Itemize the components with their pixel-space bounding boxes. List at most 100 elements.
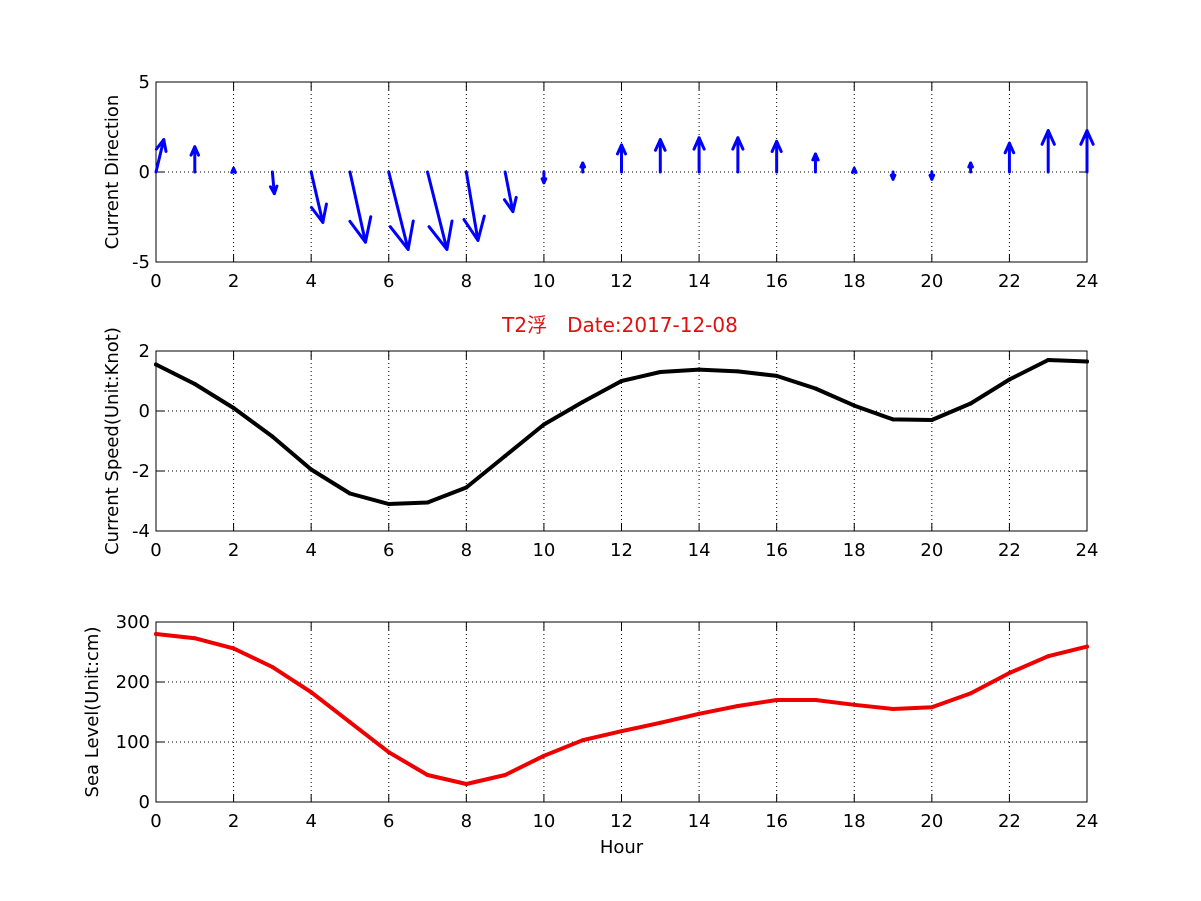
data-point: [891, 417, 896, 422]
x-tick-label: 4: [305, 540, 316, 561]
data-point: [852, 403, 857, 408]
x-tick-label: 14: [688, 540, 711, 561]
x-tick-label: 10: [532, 540, 555, 561]
data-point: [968, 401, 973, 406]
y-tick-label: 0: [139, 162, 150, 183]
y-axis-label: Sea Level(Unit:cm): [82, 627, 103, 798]
data-point: [813, 386, 818, 391]
current-arrow: [1079, 129, 1095, 174]
arrow-head: [770, 139, 783, 153]
arrow-head: [889, 173, 897, 181]
current-arrow: [1040, 129, 1056, 174]
arrow-shaft: [154, 138, 166, 174]
x-tick-label: 8: [461, 271, 472, 292]
current-arrow: [189, 145, 201, 174]
current-arrow: [692, 136, 706, 174]
data-point: [774, 373, 779, 378]
y-tick-label: 0: [139, 792, 150, 813]
arrow-head: [154, 138, 168, 153]
arrow-head: [502, 195, 518, 214]
data-point: [270, 434, 275, 439]
x-tick-label: 20: [920, 271, 943, 292]
current-arrow: [1003, 141, 1016, 174]
data-point: [154, 632, 158, 636]
x-tick-label: 24: [1076, 540, 1099, 561]
current-arrow: [615, 143, 628, 174]
current-arrow: [309, 170, 328, 224]
data-point: [231, 406, 236, 410]
x-tick-label: 20: [920, 540, 943, 561]
x-tick-label: 22: [998, 540, 1021, 561]
x-tick-label: 16: [765, 271, 788, 292]
x-tick-label: 12: [610, 540, 633, 561]
data-point: [813, 698, 818, 702]
arrow-head: [967, 161, 974, 169]
current-arrow: [967, 161, 974, 174]
y-tick-label: 100: [116, 732, 150, 753]
data-point: [154, 362, 158, 367]
arrow-head: [427, 219, 454, 251]
arrow-head: [579, 161, 587, 169]
x-tick-label: 2: [228, 811, 239, 832]
data-point: [735, 369, 740, 374]
arrow-shaft: [387, 170, 410, 251]
data-point: [503, 454, 508, 458]
x-tick-label: 8: [461, 540, 472, 561]
current-arrow: [230, 166, 237, 174]
arrow-shaft: [426, 170, 449, 251]
plot-area: [156, 622, 1087, 802]
data-point: [1007, 671, 1012, 675]
arrow-shaft: [503, 170, 515, 214]
y-tick-label: -5: [132, 252, 150, 273]
arrow-shaft: [309, 170, 325, 224]
x-tick-label: 16: [765, 540, 788, 561]
y-axis-label: Current Speed(Unit:Knot): [102, 327, 123, 555]
x-tick-label: 2: [228, 540, 239, 561]
x-tick-label: 4: [305, 811, 316, 832]
data-point: [541, 753, 546, 758]
x-tick-label: 0: [150, 540, 161, 561]
arrow-head: [1040, 129, 1056, 146]
x-tick-label: 24: [1076, 811, 1099, 832]
data-point: [309, 690, 314, 695]
current-arrow: [889, 170, 897, 181]
y-tick-label: 0: [139, 401, 150, 422]
data-point: [270, 665, 275, 669]
data-point: [503, 773, 508, 777]
data-point: [1085, 644, 1089, 649]
data-point: [891, 707, 896, 711]
arrow-head: [268, 184, 279, 196]
data-point: [192, 636, 197, 641]
x-tick-label: 18: [843, 540, 866, 561]
data-point: [1046, 358, 1051, 362]
data-point: [697, 711, 702, 716]
current-arrow: [770, 139, 783, 174]
x-tick-label: 22: [998, 811, 1021, 832]
data-point: [464, 485, 469, 490]
current-arrow: [502, 170, 518, 214]
data-point: [425, 500, 430, 505]
x-tick-label: 18: [843, 811, 866, 832]
arrow-shaft: [464, 170, 480, 242]
data-point: [541, 422, 546, 427]
data-point: [347, 720, 352, 725]
x-tick-label: 14: [688, 811, 711, 832]
data-point: [386, 502, 391, 506]
y-axis-label: Current Direction: [102, 95, 123, 250]
current-arrow: [540, 170, 548, 185]
arrow-head: [1079, 129, 1095, 146]
current-arrow: [387, 170, 415, 251]
current-arrow: [928, 170, 936, 181]
current-arrow: [850, 166, 858, 174]
current-arrow: [462, 170, 486, 242]
data-point: [386, 750, 391, 755]
y-tick-label: -2: [132, 461, 150, 482]
current-arrow: [154, 138, 168, 174]
y-tick-label: 300: [116, 612, 150, 633]
arrow-head: [189, 145, 201, 157]
current-arrow: [426, 170, 454, 251]
arrow-head: [388, 219, 415, 251]
